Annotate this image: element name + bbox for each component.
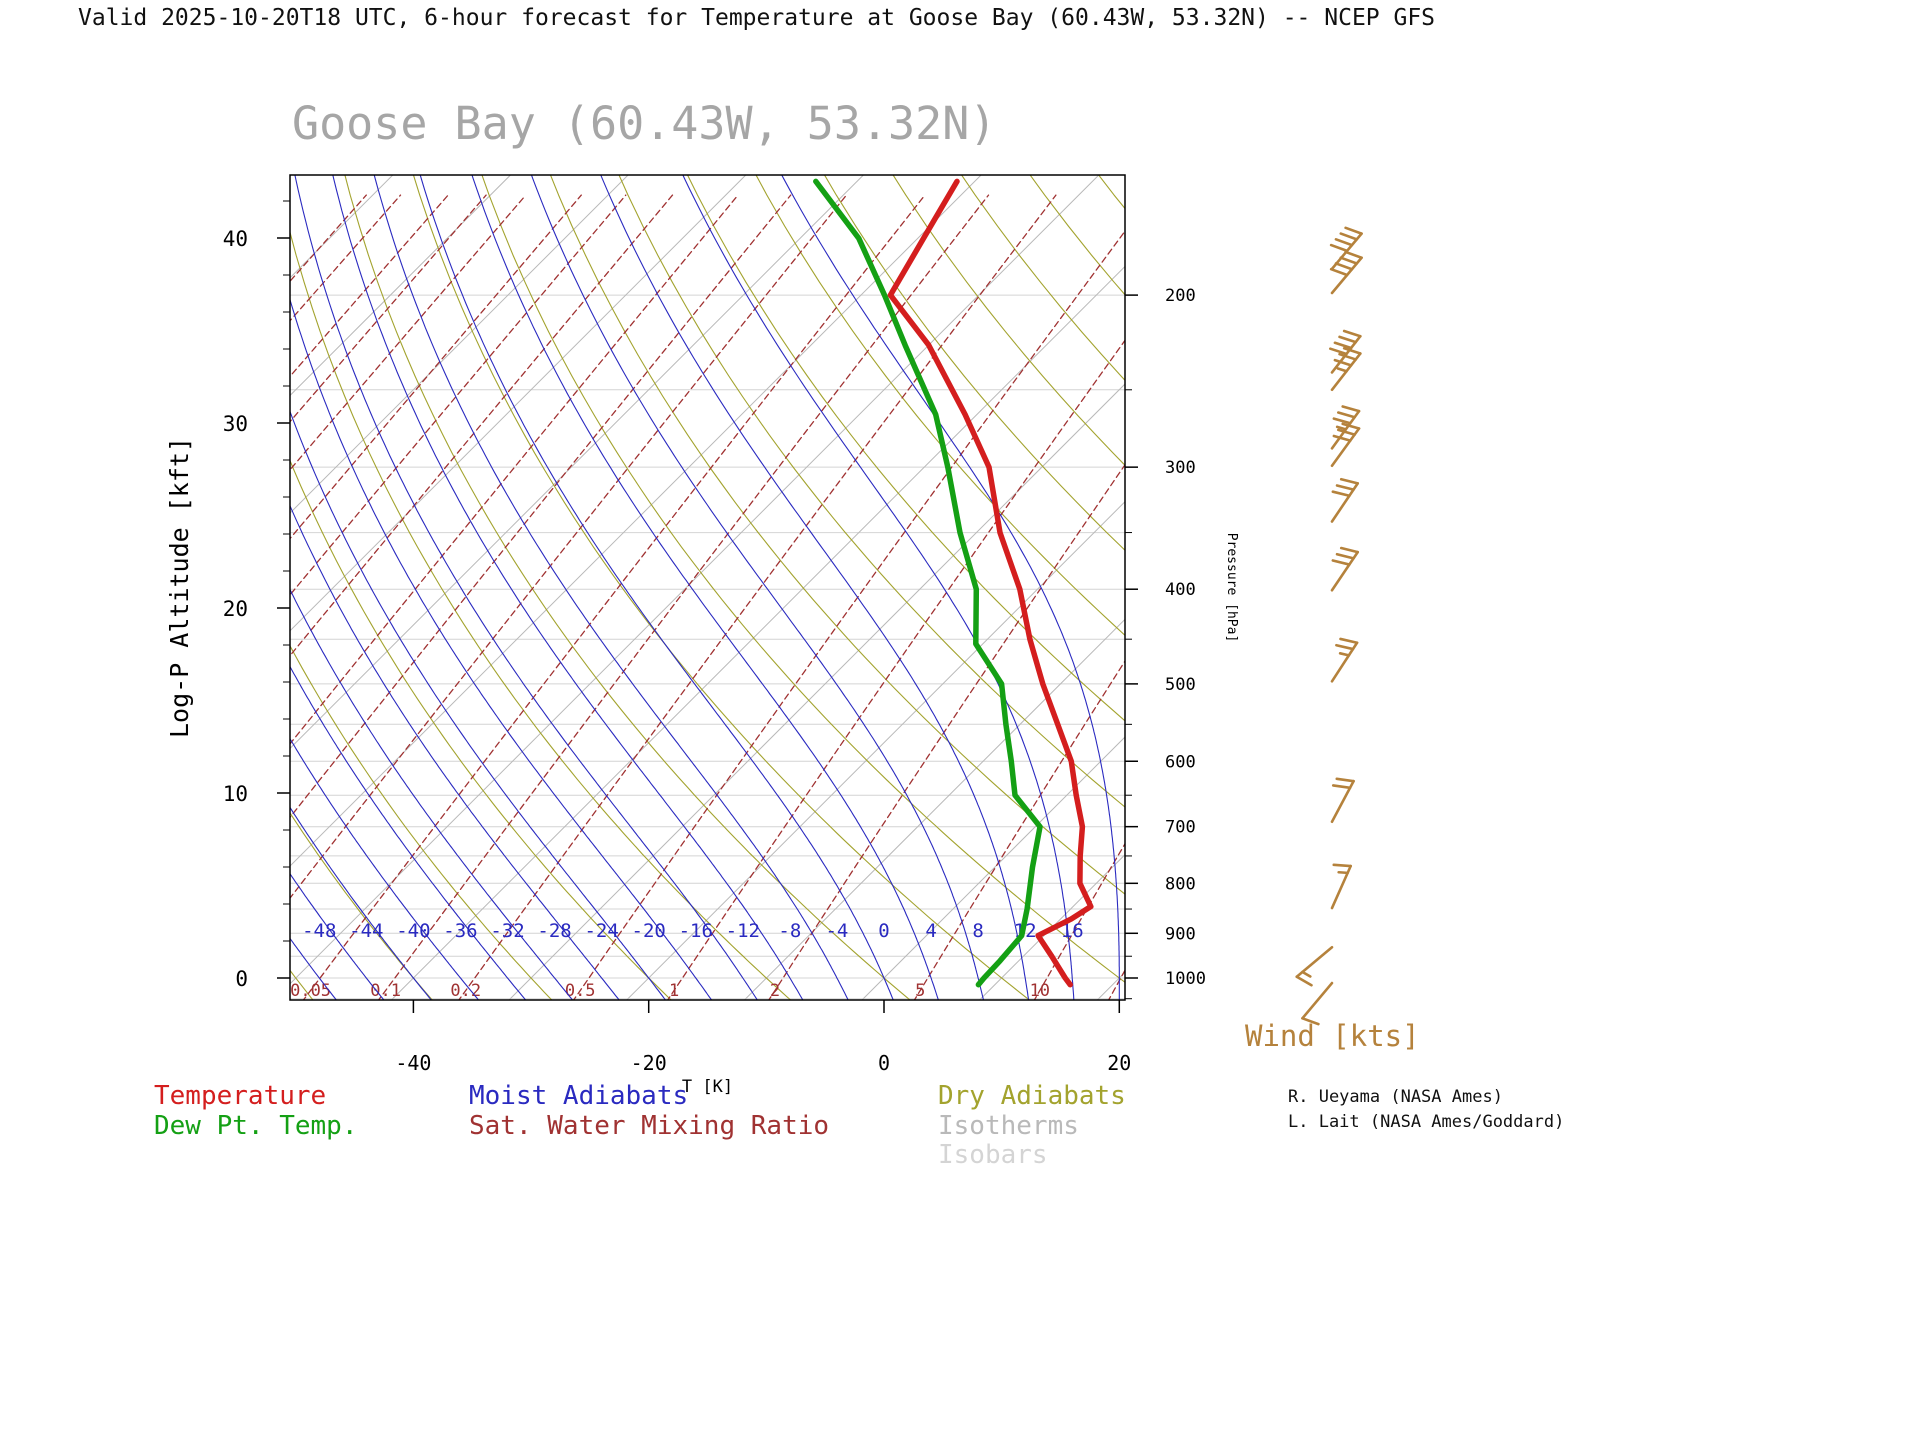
pressure-tick-label: 1000	[1165, 969, 1206, 989]
moist-adiabat-label: 16	[1061, 920, 1084, 942]
pressure-tick-label: 200	[1165, 286, 1196, 306]
dry-adiabats-layer	[290, 175, 1125, 1000]
legend-dry-adiabats: Dry Adiabats	[938, 1081, 1126, 1111]
wind-kts-label: Wind [kts]	[1245, 1019, 1420, 1053]
x-tick-label: 20	[1107, 1051, 1131, 1075]
pressure-tick-label: 600	[1165, 752, 1196, 772]
kft-tick-label: 0	[235, 967, 248, 991]
moist-adiabat-label: 0	[878, 920, 889, 942]
mixing-ratio-label: 0.05	[290, 981, 331, 1001]
mixing-ratio-label: 1	[669, 981, 679, 1001]
credit-line-1: R. Ueyama (NASA Ames)	[1288, 1087, 1503, 1107]
x-tick-label: 0	[878, 1051, 890, 1075]
credit-line-2: L. Lait (NASA Ames/Goddard)	[1288, 1112, 1565, 1132]
left-axis-title: Log-P Altitude [kft]	[165, 437, 194, 738]
mixing-ratio-label: 0.5	[565, 981, 596, 1001]
mixing-ratio-label: 0.2	[450, 981, 481, 1001]
moist-adiabat-label: -36	[443, 920, 477, 942]
pressure-tick-label: 800	[1165, 874, 1196, 894]
plot-area: 0.05 0.1 0.2 0.5 1 2 5 10-48 -44 -40 -36 -32 -28 -24-…	[290, 175, 1125, 1001]
moist-adiabats-layer: -48 -44 -40 -36 -32 -28 -24 -20 -16 -12 -8 -4 0 4 8 12 1…	[290, 175, 1120, 1000]
mixing-ratio-layer: 0.05 0.1 0.2 0.5 1 2 5 10	[290, 194, 1125, 1001]
kft-tick-label: 30	[223, 412, 248, 436]
moist-adiabat-label: -44	[349, 920, 383, 942]
x-tick-label: -20	[631, 1051, 667, 1075]
pressure-tick-label: 400	[1165, 580, 1196, 600]
pressure-tick-label: 500	[1165, 675, 1196, 695]
moist-adiabat-label: -24	[584, 920, 618, 942]
pressure-tick-label: 900	[1165, 924, 1196, 944]
isotherms-layer	[290, 175, 1125, 1000]
kft-tick-label: 10	[223, 782, 248, 806]
isobars-layer	[290, 294, 1125, 1000]
moist-adiabat-label: -16	[679, 920, 713, 942]
forecast-valid-header: Valid 2025-10-20T18 UTC, 6-hour forecast…	[78, 5, 1436, 31]
moist-adiabat-label: -20	[632, 920, 666, 942]
legend-sat-water-mixing-ratio: Sat. Water Mixing Ratio	[469, 1111, 830, 1141]
moist-adiabat-label: -48	[302, 920, 336, 942]
mixing-ratio-label: 2	[770, 981, 780, 1001]
pressure-tick-label: 300	[1165, 458, 1196, 478]
right-axis-title: Pressure [hPa]	[1224, 533, 1239, 643]
plot-frame	[289, 174, 1126, 1001]
pressure-tick-label: 700	[1165, 818, 1196, 838]
moist-adiabat-label: -4	[825, 920, 848, 942]
mixing-ratio-label: 5	[915, 981, 925, 1001]
kft-tick-label: 40	[223, 227, 248, 251]
temperature-trace	[887, 178, 1094, 988]
station-title: Goose Bay (60.43W, 53.32N)	[292, 97, 997, 150]
moist-adiabat-label: -8	[778, 920, 801, 942]
wind-barbs-layer	[1295, 226, 1363, 1026]
x-axis-title: T [K]	[682, 1077, 733, 1097]
wind-barb	[1301, 981, 1334, 1020]
legend-isobars: Isobars	[938, 1140, 1048, 1170]
moist-adiabat-label: 4	[925, 920, 936, 942]
moist-adiabat-label: -28	[537, 920, 571, 942]
moist-adiabat-label: 8	[972, 920, 983, 942]
moist-adiabat-label: -40	[396, 920, 430, 942]
legend-moist-adiabats: Moist Adiabats	[469, 1081, 689, 1111]
kft-tick-label: 20	[223, 597, 248, 621]
mixing-ratio-label: 10	[1030, 981, 1050, 1001]
legend-dew-point: Dew Pt. Temp.	[154, 1111, 358, 1141]
legend-temperature: Temperature	[154, 1081, 327, 1111]
moist-adiabat-label: -32	[490, 920, 524, 942]
dewpoint-trace	[813, 178, 1043, 988]
moist-adiabat-label: -12	[726, 920, 760, 942]
legend-isotherms: Isotherms	[938, 1111, 1079, 1141]
x-tick-label: -40	[395, 1051, 431, 1075]
mixing-ratio-label: 0.1	[370, 981, 401, 1001]
